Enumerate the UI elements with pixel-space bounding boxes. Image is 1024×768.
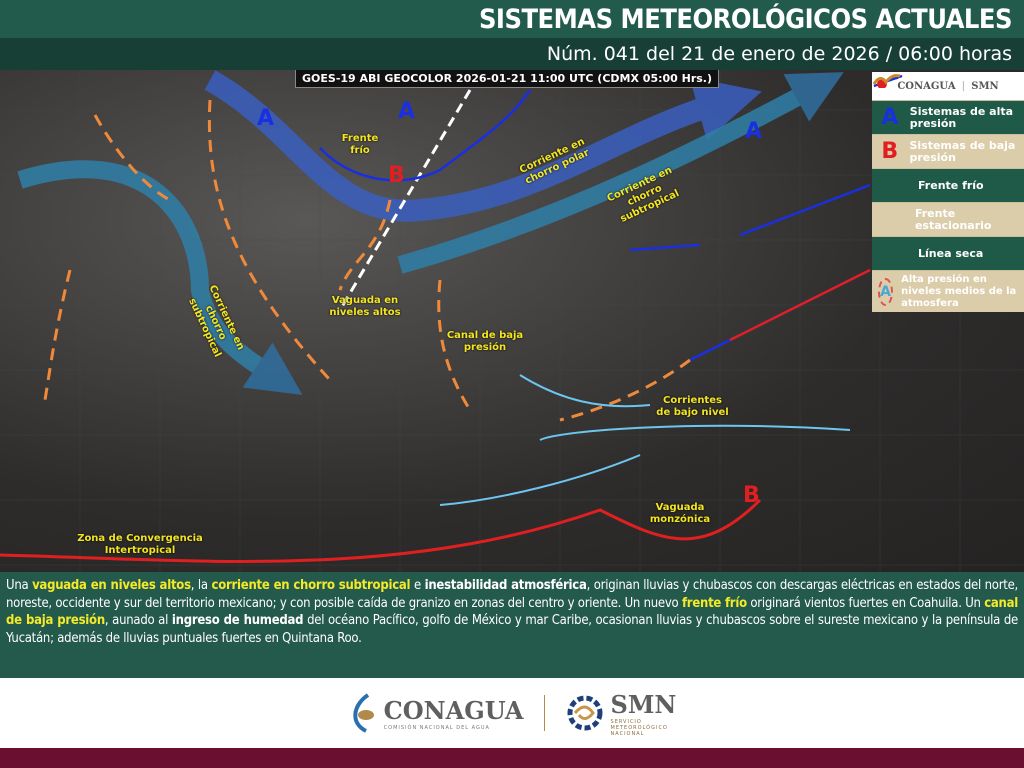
label-frente-frio: Frente frío [341,133,379,156]
description-text: , originan lluvias y chubascos con desca… [6,578,1018,611]
low-pressure-b: B [743,483,760,508]
highlight-term: vaguada en niveles altos [32,578,191,593]
cold-front-atlantic [739,183,871,237]
trough-dashed-lines [43,99,691,422]
description-text: , aunado al [104,613,172,628]
description-text: e [410,578,425,593]
label-bajo-nivel: Corrientes de bajo nivel [656,395,729,418]
highlight-term: frente frío [681,595,747,611]
label-vaguada: Vaguada en niveles altos [329,295,401,318]
cold-front-gulf [629,243,701,252]
description-text: , la [190,578,212,593]
high-pressure-a: A [257,106,274,131]
logo-divider [543,695,545,731]
legend-label: Alta presión en niveles medios de la atm… [901,273,1017,309]
highlight-term: canal de baja presión [6,595,1018,629]
description-text: Una [6,578,33,593]
legend-item-mid-high: A Alta presión en niveles medios de la at… [872,270,1024,312]
subtropical-jet-arrow [397,72,844,274]
legend-item-high: A Sistemas de alta presión [872,100,1024,134]
legend-label: Frente frío [918,178,984,192]
highlight-term: inestabilidad atmosférica [424,578,587,593]
description-text: del océano Pacífico, golfo de México y m… [6,613,1018,646]
legend-item-low: B Sistemas de baja presión [872,134,1024,168]
conagua-name: CONAGUA [383,695,524,725]
itcz-line [0,498,762,563]
description-text: originará vientos fuertes en Coahuila. U… [746,595,985,611]
cold-front-north [319,89,532,182]
label-monzonica: Vaguada monzónica [649,502,711,525]
subtropical-jet-arrow-west [17,160,303,395]
smn-subtitle: SERVICIO METEOROLÓGICO NACIONAL [610,718,668,737]
upper-trough-line [338,89,472,311]
mid-level-high-icon: A [878,277,894,306]
map-overlay: A A A B B [0,70,1024,572]
legend-item-stationary-front: Frente estacionario [872,74,1024,236]
footer-logos: CONAGUA COMISIÓN NACIONAL DEL AGUA SMN SER… [0,678,1024,748]
label-canal: Canal de baja presión [446,330,524,353]
label-zci: Zona de Convergencia Intertropical [77,533,203,556]
stationary-front-warm [729,268,871,342]
high-pressure-icon: A [881,104,899,130]
conagua-logo: CONAGUA COMISIÓN NACIONAL DEL AGUA [348,693,524,733]
smn-name: SMN [610,689,677,719]
legend-label: Sistemas de baja presión [909,138,1016,164]
legend-logo-smn: SMN [971,80,999,92]
low-pressure-icon: B [881,138,899,164]
legend-item-cold-front: Frente frío [872,74,1024,202]
satellite-caption: GOES-19 ABI GEOCOLOR 2026-01-21 11:00 UT… [295,70,720,88]
conagua-subtitle: COMISIÓN NACIONAL DEL AGUA [383,724,490,731]
highlight-term: corriente en chorro subtropical [211,578,411,593]
weather-map: A A A B B GOES-19 ABI GEOCOLOR 2026-01-2… [0,70,1024,572]
page-title: SISTEMAS METEOROLÓGICOS ACTUALES [0,0,1024,38]
high-pressure-a: A [745,119,762,144]
footer-bar [0,748,1024,768]
highlight-term: ingreso de humedad [171,613,304,628]
legend-logos: CONAGUA | SMN [872,72,1024,100]
legend-label: Frente estacionario [914,206,992,232]
legend-label: Línea seca [918,246,984,260]
legend-logo-conagua: CONAGUA [897,80,956,92]
low-level-currents [439,374,851,506]
bulletin-subtitle: Núm. 041 del 21 de enero de 2026 / 06:00… [0,38,1024,70]
description-panel: Una vaguada en niveles altos, la corrien… [0,572,1024,678]
high-pressure-a: A [398,99,415,124]
polar-jet-arrow [204,70,762,222]
smn-logo: SMN SERVICIO METEOROLÓGICO NACIONAL [565,689,677,737]
low-pressure-b: B [388,163,405,188]
legend-item-dry-line: Línea seca [872,74,1024,270]
grid-lines [0,70,1024,572]
legend-label: Sistemas de alta presión [909,104,1014,130]
